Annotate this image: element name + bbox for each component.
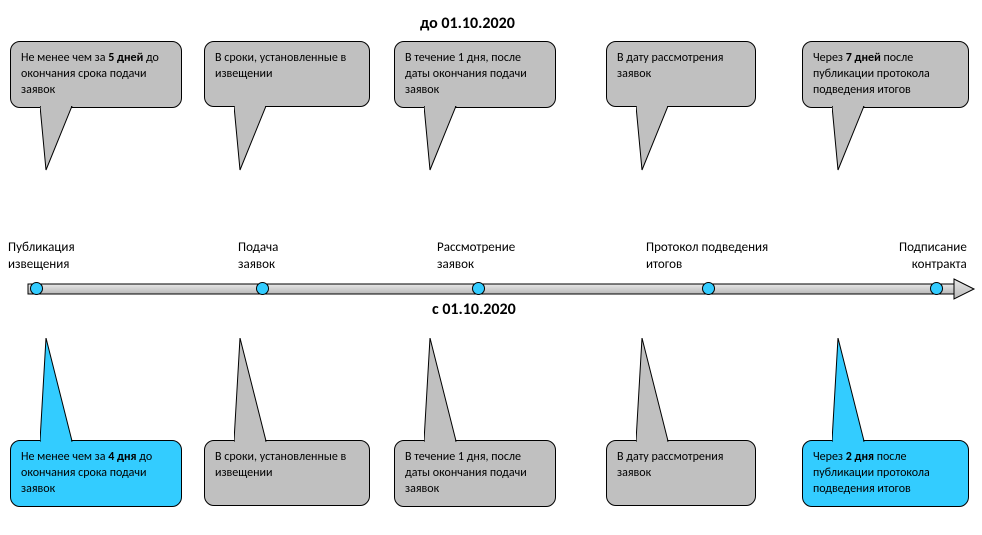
top-callout-tail-1 — [234, 106, 284, 172]
bottom-callout-3: В дату рассмотрения заявок — [606, 440, 756, 506]
top-callout-tail-3 — [636, 106, 686, 172]
top-callout-tail-4 — [832, 106, 882, 172]
timeline-arrow — [0, 274, 982, 304]
bottom-callout-tail-3 — [636, 338, 686, 443]
bottom-callout-tail-1 — [234, 338, 284, 443]
stage-label-1: Подачазаявок — [238, 240, 278, 274]
stage-label-4: Подписаниеконтракта — [899, 240, 967, 274]
stage-label-3: Протокол подведенияитогов — [646, 240, 768, 274]
bottom-callout-tail-0 — [40, 338, 90, 443]
stage-label-0: Публикацияизвещения — [8, 240, 75, 274]
bottom-callout-2: В течение 1 дня, после даты окончания по… — [394, 440, 556, 507]
timeline-marker-1 — [256, 282, 269, 295]
bottom-callout-0: Не менее чем за 4 дня до окончания срока… — [10, 440, 182, 507]
stage-label-2: Рассмотрениезаявок — [437, 240, 515, 274]
top-callout-tail-0 — [40, 106, 90, 172]
top-callout-2: В течение 1 дня, после даты окончания по… — [394, 41, 556, 108]
bottom-callout-tail-2 — [424, 338, 474, 443]
top-callout-tail-2 — [424, 106, 474, 172]
top-callout-0: Не менее чем за 5 дней до окончания срок… — [10, 41, 182, 108]
bottom-callout-1: В сроки, установленные в извещении — [204, 440, 370, 506]
timeline-marker-3 — [702, 282, 715, 295]
top-callout-4: Через 7 дней после публикации протокола … — [802, 41, 969, 108]
top-callout-1: В сроки, установленные в извещении — [204, 41, 370, 107]
title-top: до 01.10.2020 — [420, 14, 515, 33]
bottom-callout-4: Через 2 дня после публикации протокола п… — [802, 440, 969, 507]
timeline-marker-4 — [930, 282, 943, 295]
timeline-marker-2 — [472, 282, 485, 295]
bottom-callout-tail-4 — [832, 338, 882, 443]
top-callout-3: В дату рассмотрения заявок — [606, 41, 756, 107]
timeline-marker-0 — [30, 282, 43, 295]
